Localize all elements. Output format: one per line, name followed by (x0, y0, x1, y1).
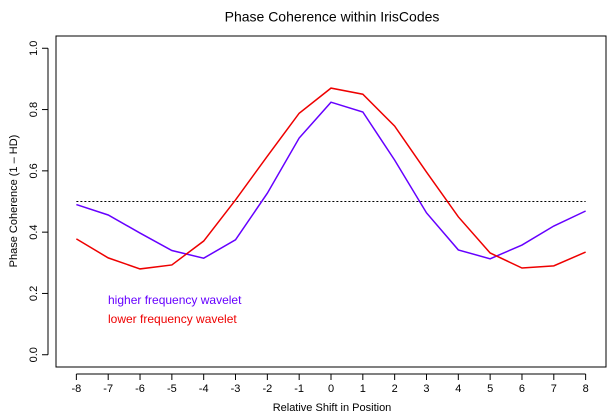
y-tick-label: 0.2 (28, 286, 40, 301)
x-tick-label: 1 (360, 383, 366, 395)
legend-entry: higher frequency wavelet (108, 293, 242, 307)
x-tick-label: 5 (487, 383, 493, 395)
x-tick-label: 3 (423, 383, 429, 395)
x-tick-label: -5 (167, 383, 177, 395)
x-tick-label: -1 (294, 383, 304, 395)
y-tick-label: 0.4 (28, 224, 40, 239)
x-tick-label: 4 (455, 383, 461, 395)
x-tick-label: -3 (231, 383, 241, 395)
x-tick-label: -4 (199, 383, 209, 395)
y-tick-label: 0.8 (28, 102, 40, 117)
x-tick-label: 7 (551, 383, 557, 395)
x-tick-label: -6 (135, 383, 145, 395)
x-tick-label: 6 (519, 383, 525, 395)
legend-entry: lower frequency wavelet (108, 312, 237, 326)
y-tick-label: 0.0 (28, 347, 40, 362)
y-tick-label: 0.6 (28, 163, 40, 178)
series-line (75, 87, 586, 270)
x-tick-label: 8 (583, 383, 589, 395)
chart-title: Phase Coherence within IrisCodes (225, 9, 440, 25)
x-tick-label: -8 (71, 383, 81, 395)
y-tick-label: 1.0 (28, 41, 40, 56)
x-tick-label: -2 (262, 383, 272, 395)
y-axis-label: Phase Coherence (1 – HD) (8, 135, 20, 268)
x-tick-label: -7 (103, 383, 113, 395)
x-tick-label: 2 (392, 383, 398, 395)
x-axis-label: Relative Shift in Position (273, 402, 392, 414)
series-line (76, 101, 586, 260)
plot-box (55, 35, 607, 368)
x-tick-label: 0 (328, 383, 334, 395)
